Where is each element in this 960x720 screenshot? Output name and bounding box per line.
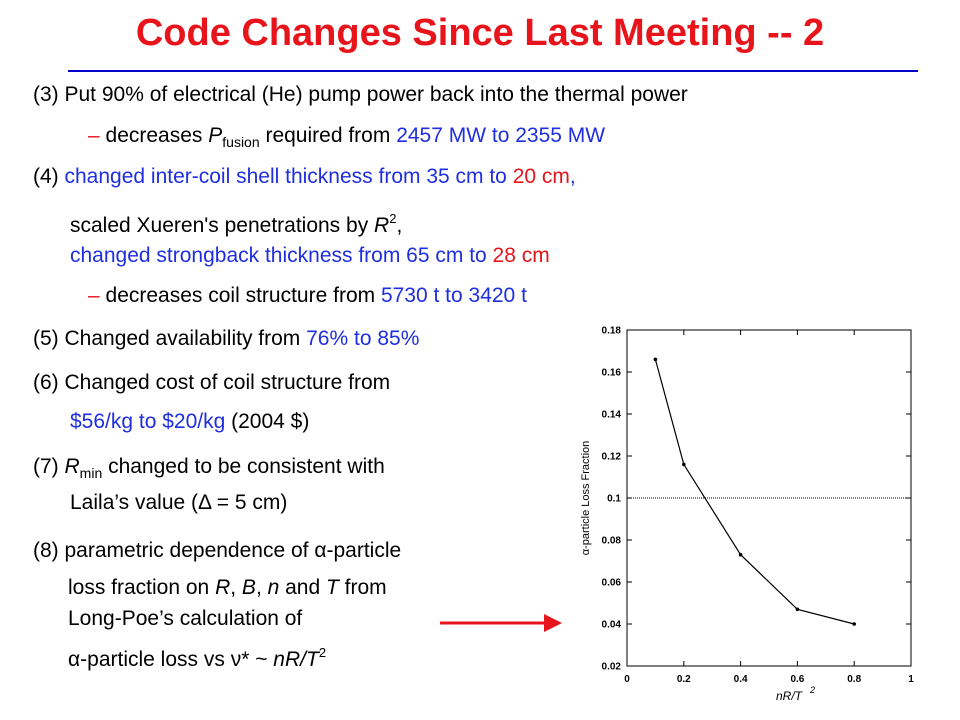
p-subscript: fusion <box>222 134 260 150</box>
item-4-line-3: changed strongback thickness from 65 cm … <box>70 243 550 269</box>
y-tick-label: 0.16 <box>602 368 622 379</box>
particle-loss-text: -particle loss vs <box>80 648 231 671</box>
star-approx-text: * ~ <box>241 648 274 671</box>
fusion-power-change: 2457 MW to 2355 MW <box>396 124 606 147</box>
availability-value: 76% to 85% <box>306 327 420 350</box>
availability-text: (5) Changed availability from <box>33 327 307 350</box>
y-tick-label: 0.18 <box>602 326 622 337</box>
y-tick-label: 0.1 <box>607 494 621 505</box>
item-8-line-4: α-particle loss vs ν* ~ nR/T2 <box>68 640 326 673</box>
item-4-prefix: (4) <box>33 165 65 188</box>
item-6-line-2: $56/kg to $20/kg (2004 $) <box>70 409 309 435</box>
scaling-superscript: 2 <box>318 645 327 660</box>
coil-cost-year: (2004 $) <box>225 410 310 433</box>
shell-thickness-text: changed inter-coil shell thickness from … <box>64 165 513 188</box>
shell-thickness-comma: , <box>569 165 576 188</box>
coil-structure-value: 5730 t to 3420 t <box>380 284 527 307</box>
item-4-line-4: – decreases coil structure from 5730 t t… <box>88 283 527 309</box>
item-8-text-b: -particle <box>326 539 402 562</box>
data-point <box>682 462 686 467</box>
shell-thickness-value: 20 cm <box>512 165 570 188</box>
data-point <box>738 552 743 557</box>
alpha-symbol-2: α <box>68 648 81 671</box>
item-6-line-1: (6) Changed cost of coil structure from <box>33 370 390 396</box>
x-tick-label: 0.8 <box>847 674 861 685</box>
item-7-prefix: (7) <box>33 455 65 478</box>
penetrations-comma: , <box>396 214 403 237</box>
alpha-loss-chart: 0 0.2 0.4 0.6 0.8 1 0.02 0.04 0.06 0.08 0.1 0.12 0.1… <box>580 326 914 704</box>
t-var: T <box>326 576 339 599</box>
delta-symbol: Δ <box>198 491 211 514</box>
series-line <box>654 359 855 625</box>
alpha-symbol: α <box>314 539 327 562</box>
nu-symbol: ν <box>230 648 242 671</box>
data-point <box>852 622 856 626</box>
y-tick-label: 0.08 <box>602 536 622 547</box>
item-7-line-1: (7) Rmin changed to be consistent with <box>33 454 385 486</box>
comma-1: , <box>230 576 242 599</box>
x-tick-label: 0 <box>624 674 630 685</box>
and-text: and <box>279 576 327 599</box>
penetrations-text: scaled Xueren's penetrations by <box>70 214 375 237</box>
r-superscript: 2 <box>389 211 397 226</box>
item-4-line-2: scaled Xueren's penetrations by R2, <box>70 206 402 239</box>
x-axis-label: nR/T <box>776 689 804 703</box>
y-tick-label: 0.12 <box>602 452 622 463</box>
y-tick-label: 0.04 <box>602 620 622 631</box>
item-7-line-2: Laila’s value (Δ = 5 cm) <box>70 490 287 516</box>
r-var: R <box>215 576 231 599</box>
data-point <box>795 607 800 612</box>
comma-2: , <box>255 576 268 599</box>
y-axis-label: α-particle Loss Fraction <box>580 441 592 556</box>
loss-fraction-text: loss fraction on <box>68 576 216 599</box>
item-3-line-1: (3) Put 90% of electrical (He) pump powe… <box>33 82 688 108</box>
item-5-line: (5) Changed availability from 76% to 85% <box>33 326 419 352</box>
rmin-text: changed to be consistent with <box>102 455 385 478</box>
r-symbol: R <box>374 214 390 237</box>
long-poe-text: Long-Poe’s calculation of <box>68 607 303 630</box>
x-tick-label: 0.2 <box>677 674 691 685</box>
x-axis-label-sup: 2 <box>809 685 815 695</box>
p-symbol: P <box>208 124 223 147</box>
data-point <box>653 357 658 362</box>
arrow-icon <box>440 614 562 632</box>
item-3-sub-b: required from <box>259 124 397 147</box>
item-3-text: (3) Put 90% of electrical (He) pump powe… <box>33 83 688 106</box>
coil-cost-text: (6) Changed cost of coil structure from <box>33 371 391 394</box>
scaling-expression: nR/T <box>273 648 319 671</box>
rmin-symbol: R <box>64 455 80 478</box>
n-var: n <box>267 576 280 599</box>
rmin-subscript: min <box>79 465 103 481</box>
item-4-dash: – <box>88 284 106 307</box>
x-tick-label: 0.6 <box>790 674 804 685</box>
coil-structure-text: decreases coil structure from <box>105 284 381 307</box>
item-8-text-a: (8) parametric dependence of <box>33 539 315 562</box>
laila-text: Laila’s value ( <box>70 491 199 514</box>
y-tick-label: 0.06 <box>602 578 622 589</box>
strongback-text: changed strongback thickness from 65 cm … <box>70 244 493 267</box>
item-8-line-3: Long-Poe’s calculation of <box>68 606 302 632</box>
y-tick-label: 0.02 <box>602 662 622 673</box>
item-3-line-2: – decreases Pfusion required from 2457 M… <box>88 123 605 155</box>
y-tick-label: 0.14 <box>602 410 622 421</box>
from-text: from <box>338 576 387 599</box>
item-4-line-1: (4) changed inter-coil shell thickness f… <box>33 164 576 190</box>
laila-value: = 5 cm) <box>210 491 288 514</box>
item-8-line-1: (8) parametric dependence of α-particle <box>33 538 401 564</box>
b-var: B <box>241 576 256 599</box>
item-3-sub-a: decreases <box>105 124 209 147</box>
x-tick-label: 1 <box>908 674 914 685</box>
title-divider <box>68 70 918 72</box>
page-title: Code Changes Since Last Meeting -- 2 <box>135 12 825 54</box>
x-tick-label: 0.4 <box>734 674 748 685</box>
strongback-value: 28 cm <box>492 244 550 267</box>
item-3-dash: – <box>88 124 106 147</box>
coil-cost-value: $56/kg to $20/kg <box>70 410 226 433</box>
item-8-line-2: loss fraction on R, B, n and T from <box>68 575 387 601</box>
